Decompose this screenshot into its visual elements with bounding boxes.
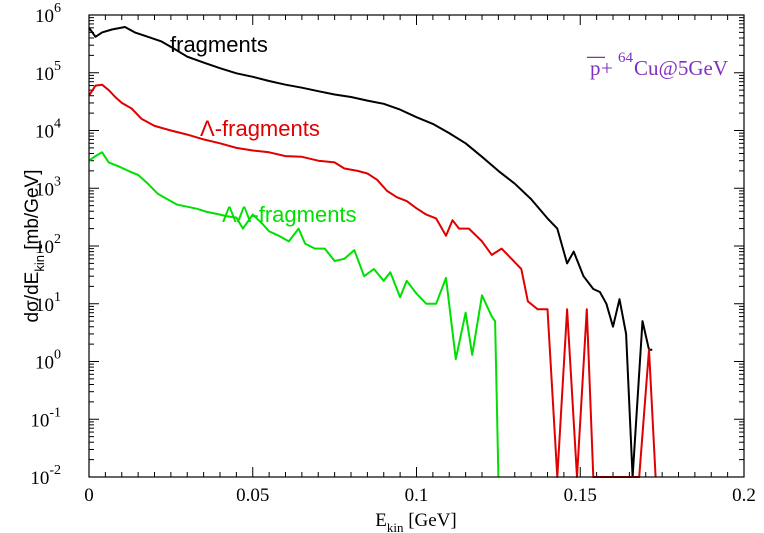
y-tick-label: 10-1 <box>30 405 61 431</box>
series-label-lambda-fragments: Λ-fragments <box>200 116 320 141</box>
annotation-plus: + <box>601 56 613 80</box>
y-tick-label: 101 <box>35 290 61 316</box>
series-line-fragments <box>88 26 653 478</box>
x-tick-label: 0.2 <box>732 485 756 506</box>
series-line-lambdalambda-fragments <box>88 151 500 478</box>
x-tick-label: 0.05 <box>236 485 269 506</box>
x-tick-label: 0.1 <box>405 485 429 506</box>
series-label-fragments: fragments <box>170 32 268 57</box>
annotation-mass-number: 64 <box>618 50 634 66</box>
y-tick-label: 106 <box>35 1 61 27</box>
y-tick-label: 10-2 <box>30 463 61 489</box>
axis-ticks <box>88 14 745 478</box>
y-axis-title: dσ/dEkin [mb/GeV] <box>22 170 47 323</box>
y-tick-labels: 10-2 10-1 100 101 102 103 104 105 106 <box>30 1 61 489</box>
annotation-target: Cu@5GeV <box>634 56 728 80</box>
y-tick-label: 104 <box>35 117 61 143</box>
y-tick-label: 103 <box>35 174 61 200</box>
x-axis-title: Ekin [GeV] <box>375 510 457 533</box>
x-tick-label: 0.15 <box>564 485 597 506</box>
series-lines <box>88 26 657 478</box>
y-tick-label: 105 <box>35 59 61 85</box>
annotation-antiproton: p <box>590 56 601 80</box>
y-tick-label: 100 <box>35 348 61 374</box>
y-tick-label: 102 <box>35 232 61 258</box>
x-tick-label: 0 <box>84 485 94 506</box>
plot-frame <box>88 14 745 478</box>
annotation-antiproton-overbar: — <box>587 46 605 66</box>
x-tick-labels: 0 0.05 0.1 0.15 0.2 <box>84 485 756 506</box>
reaction-annotation: — p + 64 Cu@5GeV <box>587 46 728 80</box>
series-label-lambdalambda-fragments: ΛΛ-fragments <box>222 202 357 227</box>
series-line-lambda-fragments <box>88 83 657 478</box>
